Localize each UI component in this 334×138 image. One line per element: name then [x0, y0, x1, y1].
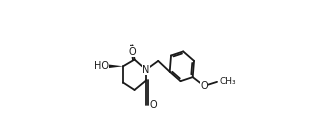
Text: O: O	[129, 47, 136, 57]
Text: HO: HO	[94, 61, 109, 71]
Polygon shape	[109, 65, 123, 68]
Text: O: O	[200, 81, 208, 91]
Text: O: O	[149, 100, 157, 110]
Text: CH₃: CH₃	[220, 77, 236, 86]
Text: N: N	[142, 65, 150, 75]
